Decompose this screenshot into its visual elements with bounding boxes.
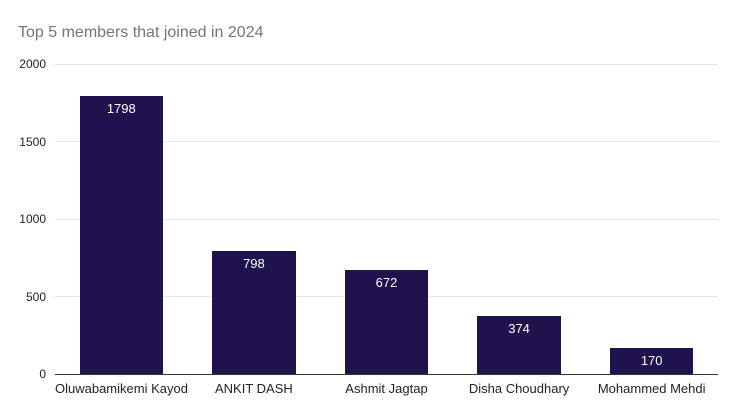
- x-axis: Oluwabamikemi Kayode ANKIT DASH Ashmit Jag…: [55, 378, 718, 396]
- bar[interactable]: 672: [344, 270, 429, 374]
- y-axis-tick-label: 1500: [19, 134, 46, 149]
- bar-slot: 170: [585, 65, 718, 374]
- bar-slot: 1798: [55, 65, 188, 374]
- bar-value-label: 170: [640, 352, 663, 368]
- y-axis-tick-label: 500: [25, 289, 46, 304]
- y-axis-tick-label: 2000: [19, 57, 46, 71]
- plot-area: 1798 798 672 374 170: [55, 64, 718, 375]
- y-axis: 0 500 1000 1500 2000: [0, 57, 46, 381]
- bar-slot: 672: [320, 65, 453, 374]
- gridline: [55, 64, 718, 65]
- bar[interactable]: 798: [212, 250, 296, 374]
- chart-title: Top 5 members that joined in 2024: [18, 24, 264, 41]
- bar[interactable]: 374: [477, 316, 561, 374]
- x-axis-category-label: ANKIT DASH: [215, 381, 293, 396]
- x-axis-category-label: Ashmit Jagtap: [345, 381, 428, 396]
- bars-container: 1798 798 672 374 170: [55, 65, 718, 374]
- bar-value-label: 1798: [106, 101, 136, 117]
- x-axis-category-label: Mohammed Mehdi: [597, 381, 706, 396]
- gridline: [55, 141, 718, 143]
- bar-value-label: 672: [375, 275, 398, 291]
- bar-slot: 374: [453, 65, 586, 374]
- x-axis-category-label: Oluwabamikemi Kayode: [55, 381, 188, 396]
- bar-value-label: 374: [508, 321, 530, 337]
- y-axis-tick-label: 1000: [19, 212, 46, 226]
- bar-slot: 798: [188, 65, 321, 374]
- y-axis-tick-label: 0: [39, 367, 46, 381]
- x-axis-category-label: Disha Choudhary: [468, 381, 570, 396]
- bar[interactable]: 1798: [79, 96, 164, 374]
- gridline: [55, 218, 718, 220]
- bar-value-label: 798: [243, 255, 265, 271]
- bar[interactable]: 170: [609, 347, 694, 374]
